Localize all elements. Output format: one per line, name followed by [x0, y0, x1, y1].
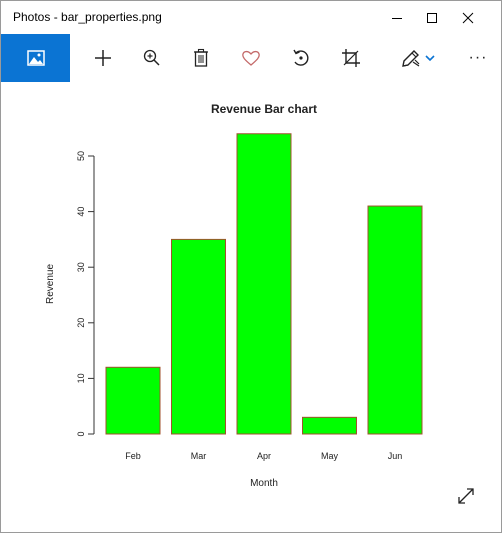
y-tick-label: 50 — [76, 151, 86, 161]
rotate-button[interactable] — [281, 34, 321, 82]
maximize-button[interactable] — [415, 1, 449, 34]
y-tick-label: 0 — [76, 431, 86, 436]
delete-icon — [194, 48, 208, 67]
x-tick-label-apr: Apr — [257, 451, 271, 461]
x-axis-label: Month — [250, 478, 278, 489]
delete-button[interactable] — [181, 34, 221, 82]
expand-icon — [458, 488, 474, 504]
x-tick-labels: Feb Mar Apr May Jun — [125, 451, 402, 461]
title-bar: Photos - bar_properties.png — [1, 1, 501, 34]
window-title: Photos - bar_properties.png — [13, 10, 162, 24]
image-canvas: Revenue Bar chart Month Revenue 0 10 20 30 4… — [1, 82, 501, 532]
close-icon — [462, 12, 474, 23]
x-tick-label-may: May — [321, 451, 339, 461]
edit-draw-icon — [401, 50, 419, 67]
chart-title: Revenue Bar chart — [211, 102, 317, 116]
y-tick-label: 20 — [76, 318, 86, 328]
y-axis: 0 10 20 30 40 50 — [76, 151, 95, 437]
bar-feb — [105, 366, 161, 435]
x-tick-label-mar: Mar — [191, 451, 207, 461]
bar-mar — [171, 238, 226, 435]
rotate-icon — [293, 49, 309, 66]
bar-chart: Revenue Bar chart Month Revenue 0 10 20 30 4… — [45, 102, 423, 489]
add-icon — [95, 50, 111, 66]
add-button[interactable] — [83, 34, 123, 82]
close-button[interactable] — [451, 1, 485, 34]
bar-may — [302, 416, 357, 435]
crop-icon — [342, 49, 360, 67]
photo-view-button[interactable] — [1, 34, 70, 82]
crop-button[interactable] — [331, 34, 371, 82]
bar-jun — [367, 205, 423, 435]
x-tick-label-feb: Feb — [125, 451, 141, 461]
favorite-button[interactable] — [231, 34, 271, 82]
favorite-icon — [242, 50, 260, 66]
maximize-icon — [427, 12, 437, 23]
fullscreen-button[interactable] — [455, 485, 477, 507]
minimize-button[interactable] — [380, 1, 414, 34]
more-icon: ··· — [468, 49, 488, 66]
zoom-button[interactable] — [132, 34, 172, 82]
zoom-icon — [143, 49, 160, 66]
bar-apr — [236, 133, 292, 435]
photo-view-icon — [26, 50, 45, 66]
y-tick-label: 30 — [76, 262, 86, 272]
minimize-icon — [392, 17, 402, 19]
y-axis-label: Revenue — [45, 264, 56, 304]
bars-group — [105, 133, 423, 435]
y-tick-label: 10 — [76, 373, 86, 383]
toolbar: ··· — [1, 34, 501, 82]
x-tick-label-jun: Jun — [388, 451, 403, 461]
edit-draw-button[interactable] — [391, 34, 443, 82]
y-tick-label: 40 — [76, 207, 86, 217]
more-button[interactable]: ··· — [458, 34, 498, 82]
chevron-down-icon — [424, 55, 435, 62]
